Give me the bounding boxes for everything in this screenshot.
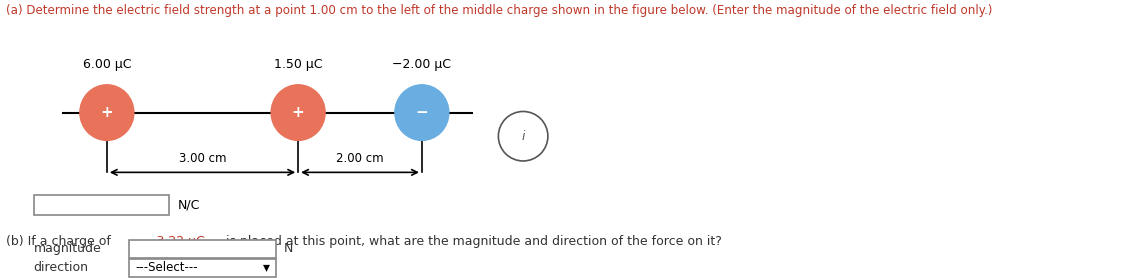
Text: −3.22 μC: −3.22 μC: [146, 235, 205, 248]
Text: ---Select---: ---Select---: [135, 261, 198, 274]
Text: 6.00 μC: 6.00 μC: [82, 58, 132, 71]
Text: −2.00 μC: −2.00 μC: [393, 58, 451, 71]
Text: 1.50 μC: 1.50 μC: [273, 58, 323, 71]
Ellipse shape: [395, 85, 449, 140]
FancyBboxPatch shape: [129, 259, 276, 277]
Ellipse shape: [80, 85, 134, 140]
FancyBboxPatch shape: [34, 195, 169, 215]
Text: is placed at this point, what are the magnitude and direction of the force on it: is placed at this point, what are the ma…: [222, 235, 722, 248]
Text: (a) Determine the electric field strength at a point 1.00 cm to the left of the : (a) Determine the electric field strengt…: [6, 4, 992, 17]
Text: i: i: [521, 130, 525, 143]
Text: magnitude: magnitude: [34, 242, 101, 255]
Text: direction: direction: [34, 261, 89, 274]
Text: ▾: ▾: [263, 260, 270, 275]
Text: (b) If a charge of: (b) If a charge of: [6, 235, 115, 248]
FancyBboxPatch shape: [129, 240, 276, 258]
Text: N/C: N/C: [178, 198, 200, 212]
Text: +: +: [291, 105, 305, 120]
Text: +: +: [100, 105, 114, 120]
Ellipse shape: [271, 85, 325, 140]
Text: 3.00 cm: 3.00 cm: [179, 152, 226, 165]
Text: 2.00 cm: 2.00 cm: [336, 152, 384, 165]
Text: N: N: [284, 242, 292, 255]
Text: −: −: [415, 105, 429, 120]
